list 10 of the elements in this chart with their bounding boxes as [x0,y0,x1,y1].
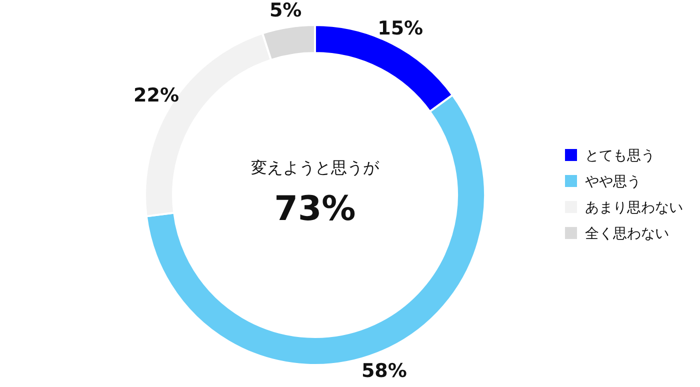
legend-label: あまり思わない [585,200,683,216]
data-label: 15% [378,17,424,40]
legend-label: 全く思わない [585,226,669,242]
text: 変えようと思うが [251,158,380,177]
legend-label: やや思う [585,174,641,190]
data-label: 5% [269,0,302,22]
text: 73% [274,189,356,229]
data-label: 22% [134,84,180,106]
data-label: 58% [361,360,407,382]
legend-label: とても思う [585,148,655,164]
